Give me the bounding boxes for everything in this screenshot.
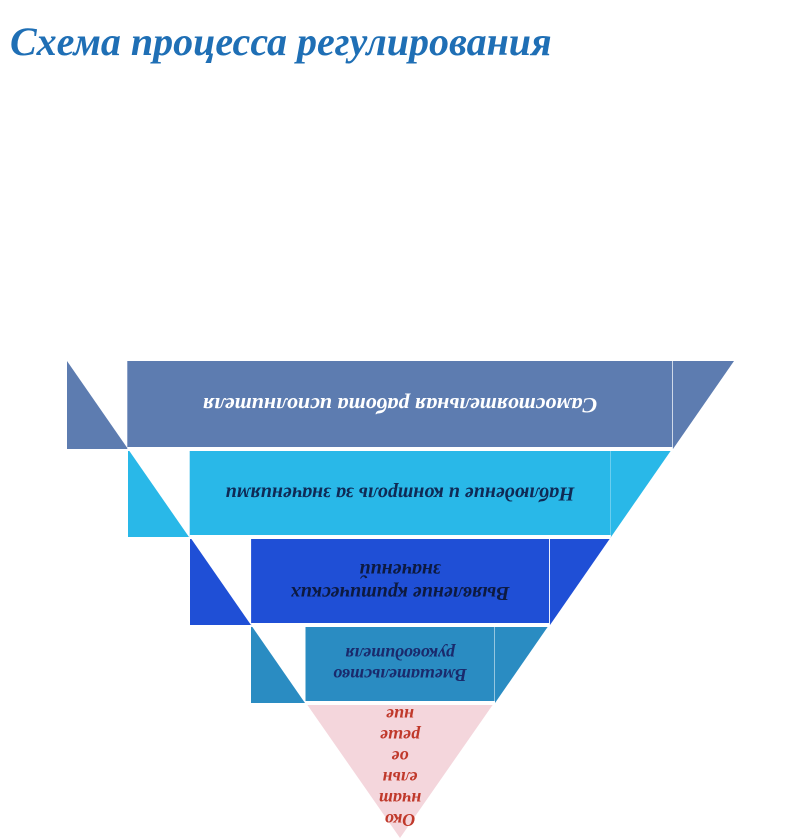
- pyramid-level-label: Окончательноерешение: [310, 704, 490, 830]
- inverted-pyramid: Окончательноерешение Вмешательстворуковод…: [50, 338, 750, 838]
- pyramid-level-label: Наблюдение и контроль за значениями: [149, 482, 650, 505]
- pyramid-level-label: Самостоятельная работа исполнителя: [93, 392, 707, 418]
- page-title: Схема процесса регулирования: [0, 0, 800, 75]
- pyramid-container: Окончательноерешение Вмешательстворуковод…: [50, 338, 750, 838]
- pyramid-level-label: Выявление критическихзначений: [206, 558, 594, 604]
- pyramid-level-label: Вмешательстворуководителя: [263, 643, 537, 685]
